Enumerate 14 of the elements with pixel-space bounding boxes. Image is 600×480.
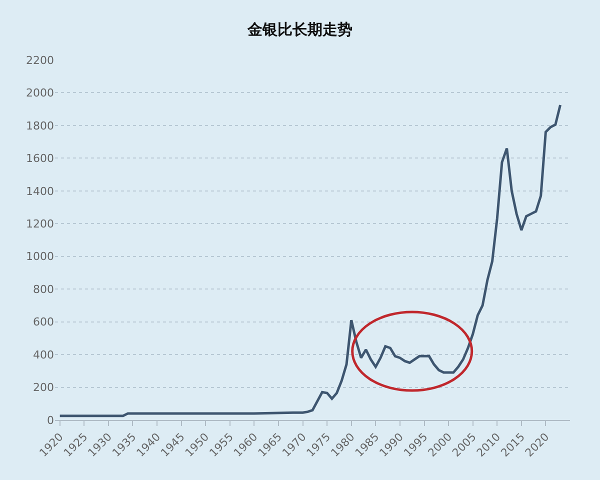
- line-series: [58, 104, 562, 418]
- y-tick-label: 600: [33, 316, 54, 329]
- y-tick-label: 200: [33, 381, 54, 394]
- chart-title: 金银比长期走势: [246, 20, 352, 38]
- y-tick-label: 400: [33, 348, 54, 362]
- y-tick-label: 1400: [26, 184, 54, 198]
- y-tick-label: 1200: [26, 217, 54, 230]
- y-tick-label: 1000: [26, 250, 54, 264]
- y-tick-label: 800: [33, 282, 54, 296]
- y-tick-label: 2000: [26, 86, 54, 100]
- y-tick-label: 0: [47, 414, 54, 427]
- y-tick-label: 1800: [26, 119, 54, 132]
- y-tick-label: 1600: [26, 152, 54, 166]
- y-tick-label: 2200: [26, 54, 54, 67]
